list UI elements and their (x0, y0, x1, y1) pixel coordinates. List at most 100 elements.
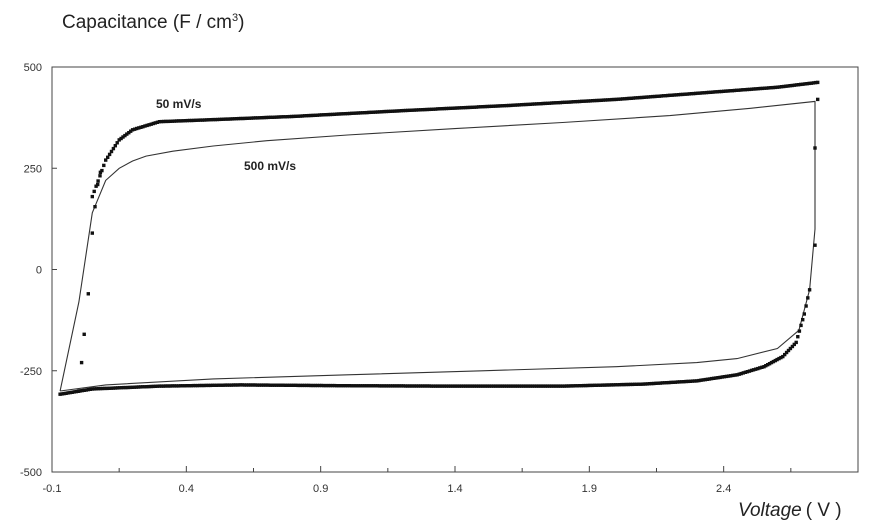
data-point-50-mvs (391, 384, 395, 388)
data-point-50-mvs (406, 108, 410, 113)
data-point-50-mvs (596, 383, 601, 387)
data-point-50-mvs (159, 119, 164, 124)
data-point-50-mvs (421, 384, 425, 388)
data-point-50-mvs (322, 383, 326, 388)
data-point-50-mvs (813, 146, 817, 150)
data-point-50-mvs (82, 388, 86, 392)
data-point-50-mvs (200, 118, 205, 122)
data-point-50-mvs (90, 194, 94, 199)
data-point-50-mvs (790, 83, 794, 88)
data-point-50-mvs (638, 95, 642, 100)
data-point-50-mvs (468, 384, 472, 388)
data-point-50-mvs (391, 109, 395, 113)
data-point-50-mvs (172, 119, 177, 123)
data-point-50-mvs (500, 104, 504, 108)
data-point-50-mvs (224, 117, 228, 121)
data-point-50-mvs (155, 120, 160, 124)
data-point-50-mvs (535, 102, 539, 106)
data-point-50-mvs (300, 114, 305, 118)
data-point-50-mvs (130, 128, 135, 132)
data-point-50-mvs (660, 381, 665, 385)
data-point-50-mvs (754, 87, 758, 91)
data-point-50-mvs (177, 119, 181, 123)
data-point-50-mvs (145, 123, 149, 128)
data-point-50-mvs (781, 354, 785, 359)
data-point-50-mvs (260, 116, 264, 120)
data-point-50-mvs (801, 82, 805, 86)
data-point-50-mvs (691, 91, 696, 96)
data-point-50-mvs (756, 366, 760, 371)
data-point-50-mvs (657, 94, 661, 98)
data-point-50-mvs (412, 108, 416, 112)
data-point-50-mvs (200, 383, 204, 388)
data-point-50-mvs (685, 92, 689, 96)
data-point-50-mvs (747, 369, 752, 373)
data-point-50-mvs (290, 383, 294, 387)
data-point-50-mvs (656, 381, 660, 385)
x-tick-label: 1.4 (447, 483, 462, 495)
data-point-50-mvs (509, 384, 513, 388)
data-point-50-mvs (687, 92, 691, 96)
data-point-50-mvs (573, 100, 578, 104)
data-point-50-mvs (476, 384, 481, 388)
data-point-50-mvs (315, 113, 320, 117)
data-point-50-mvs (532, 102, 537, 106)
data-point-50-mvs (709, 90, 713, 94)
data-point-50-mvs (215, 383, 219, 387)
data-point-50-mvs (425, 384, 429, 388)
data-point-50-mvs (315, 383, 320, 388)
data-point-50-mvs (584, 99, 588, 103)
data-point-50-mvs (281, 115, 285, 119)
data-point-50-mvs (769, 86, 773, 90)
data-point-50-mvs (444, 384, 449, 388)
data-point-50-mvs (633, 96, 638, 100)
data-point-50-mvs (666, 93, 670, 98)
data-point-50-mvs (237, 116, 241, 121)
data-point-50-mvs (609, 383, 613, 387)
annotation-500-mvs: 500 mV/s (244, 159, 296, 173)
data-point-50-mvs (82, 332, 86, 336)
data-point-50-mvs (369, 384, 373, 388)
data-point-50-mvs (496, 104, 500, 108)
data-point-50-mvs (175, 119, 179, 123)
data-point-50-mvs (193, 383, 198, 388)
data-point-50-mvs (449, 106, 453, 110)
data-point-50-mvs (593, 98, 597, 103)
data-point-50-mvs (556, 101, 560, 105)
data-point-50-mvs (701, 378, 705, 382)
y-tick-label: 250 (24, 163, 42, 175)
data-point-50-mvs (287, 383, 292, 387)
data-point-50-mvs (562, 384, 567, 388)
data-point-50-mvs (401, 384, 406, 388)
data-point-50-mvs (457, 106, 461, 110)
data-point-50-mvs (635, 382, 639, 386)
data-point-50-mvs (494, 104, 498, 108)
data-point-50-mvs (650, 381, 654, 386)
data-point-50-mvs (141, 125, 145, 129)
data-point-50-mvs (268, 115, 273, 119)
data-point-50-mvs (168, 119, 172, 123)
data-point-50-mvs (816, 80, 820, 85)
data-point-50-mvs (192, 118, 196, 123)
data-point-50-mvs (181, 384, 185, 388)
data-point-50-mvs (358, 384, 363, 388)
data-point-50-mvs (219, 383, 223, 387)
data-point-50-mvs (401, 108, 406, 113)
data-point-50-mvs (479, 105, 483, 109)
data-point-50-mvs (360, 111, 365, 115)
data-point-50-mvs (249, 383, 253, 387)
data-point-50-mvs (122, 385, 126, 390)
data-point-50-mvs (335, 384, 339, 388)
data-point-50-mvs (159, 384, 164, 388)
data-point-50-mvs (539, 102, 543, 106)
data-point-50-mvs (187, 384, 191, 388)
data-point-50-mvs (532, 384, 537, 388)
data-point-50-mvs (106, 155, 110, 159)
data-point-50-mvs (350, 384, 354, 388)
data-point-50-mvs (476, 105, 481, 109)
data-point-50-mvs (326, 383, 330, 388)
data-point-50-mvs (697, 378, 701, 383)
data-point-50-mvs (547, 101, 552, 105)
data-point-50-mvs (530, 102, 535, 106)
data-point-50-mvs (709, 376, 714, 381)
